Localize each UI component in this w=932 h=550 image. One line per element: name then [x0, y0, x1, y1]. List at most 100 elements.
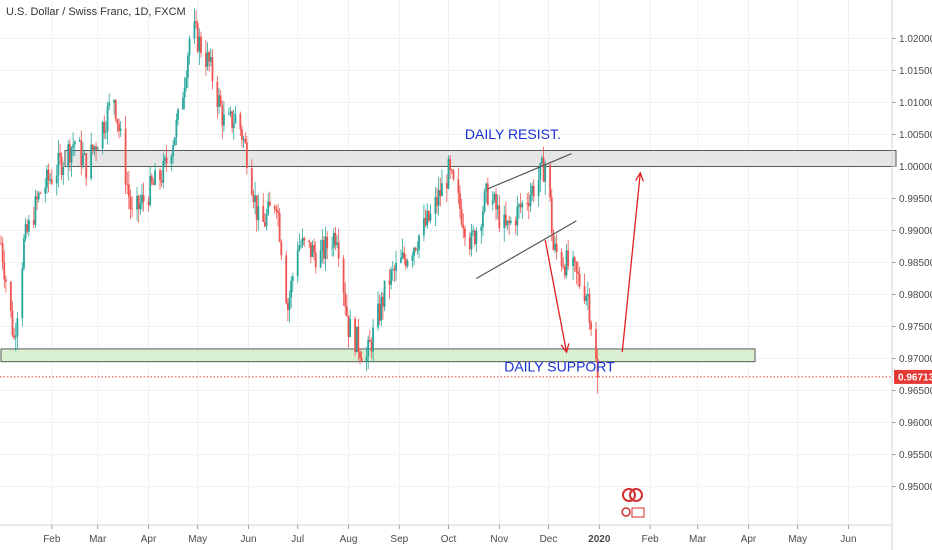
candle — [208, 50, 211, 72]
candle-body — [590, 322, 593, 330]
candle — [393, 264, 396, 283]
candle-body — [334, 233, 337, 245]
candle — [324, 226, 327, 272]
candle — [365, 346, 368, 372]
candle — [150, 173, 153, 186]
candle-body — [463, 228, 466, 238]
candle — [303, 236, 306, 247]
candle — [583, 273, 586, 305]
price-tick-label: 0.98500 — [899, 258, 932, 269]
candle — [242, 135, 245, 149]
candle — [526, 193, 529, 211]
time-tick-label: Aug — [340, 534, 358, 545]
candle — [67, 140, 70, 181]
candle — [463, 225, 466, 247]
candle — [39, 191, 42, 195]
candle-body — [1, 243, 4, 263]
candle-body — [298, 245, 301, 251]
candle-body — [113, 100, 116, 103]
candle-body — [586, 294, 589, 297]
candle — [32, 207, 35, 229]
candle-body — [354, 318, 356, 353]
price-tick-label: 0.99000 — [899, 226, 932, 237]
candle — [298, 233, 301, 252]
candle — [103, 115, 106, 139]
candle-body — [231, 111, 234, 129]
candle-body — [129, 196, 132, 210]
candle — [560, 248, 563, 272]
candle-body — [136, 195, 138, 210]
candle-body — [141, 195, 143, 204]
candle — [531, 182, 533, 202]
candle-body — [596, 358, 599, 378]
candle-body — [357, 326, 360, 352]
candle-body — [229, 111, 232, 114]
candle-body — [527, 203, 530, 207]
candle — [37, 190, 40, 203]
candle-body — [193, 21, 196, 39]
candle-body — [291, 276, 294, 282]
candle — [23, 234, 25, 271]
candle — [182, 92, 184, 110]
candle-body — [232, 123, 235, 129]
candle — [49, 173, 52, 185]
candle — [239, 111, 242, 136]
zone-resistance — [64, 150, 897, 167]
candle-body — [378, 303, 381, 321]
annotation-daily-support: DAILY SUPPORT — [504, 358, 615, 374]
candle-body — [578, 273, 581, 287]
candle — [527, 192, 530, 220]
price-axis[interactable]: 1.02000 1.01500 1.01000 1.00500 1.00000 0.995… — [892, 34, 932, 493]
candle-body — [567, 250, 570, 267]
candle-body — [395, 262, 397, 271]
candle — [16, 311, 19, 350]
candle-body — [200, 36, 202, 54]
candle-body — [277, 211, 279, 214]
candle — [309, 242, 312, 264]
candle — [72, 132, 75, 156]
candle-body — [495, 193, 497, 210]
time-tick-label: Feb — [43, 534, 61, 545]
candle — [337, 228, 340, 268]
candle-body — [539, 162, 542, 181]
candle — [383, 280, 386, 312]
candle-body — [388, 280, 391, 285]
candle — [47, 163, 50, 193]
candle — [416, 241, 419, 255]
candle — [273, 204, 276, 214]
candle — [595, 321, 597, 362]
candle-body — [90, 144, 93, 179]
candle-body — [521, 202, 524, 208]
candle — [554, 236, 556, 254]
candle-body — [159, 170, 161, 181]
candle-body — [347, 315, 350, 338]
candle — [332, 228, 335, 257]
time-tick-label: Mar — [689, 534, 707, 545]
candle-body — [227, 113, 230, 115]
candle-body — [468, 237, 471, 250]
candle-body — [308, 240, 311, 243]
time-axis[interactable]: Feb Mar Apr May Jun Jul Aug Sep Oct Nov Dec 2020 Feb… — [43, 525, 857, 545]
candle-body — [470, 231, 473, 250]
candle-body — [514, 220, 517, 226]
candle — [290, 275, 293, 309]
candle-body — [95, 146, 97, 150]
candle — [83, 150, 86, 156]
candle-body — [60, 156, 63, 176]
candle — [437, 177, 440, 216]
last-price-label: 0.96713 — [898, 372, 932, 383]
candle-body — [255, 195, 258, 220]
candle-body — [296, 250, 299, 277]
candle-body — [288, 297, 291, 310]
candle — [326, 231, 329, 260]
candle-body — [436, 197, 438, 206]
candle-body — [447, 158, 450, 189]
candle-body — [280, 241, 283, 256]
candle-body — [380, 296, 383, 321]
candle — [459, 185, 461, 219]
candle-body — [370, 341, 373, 352]
candle-body — [391, 268, 394, 270]
candle — [486, 177, 489, 207]
candle-body — [5, 279, 7, 282]
